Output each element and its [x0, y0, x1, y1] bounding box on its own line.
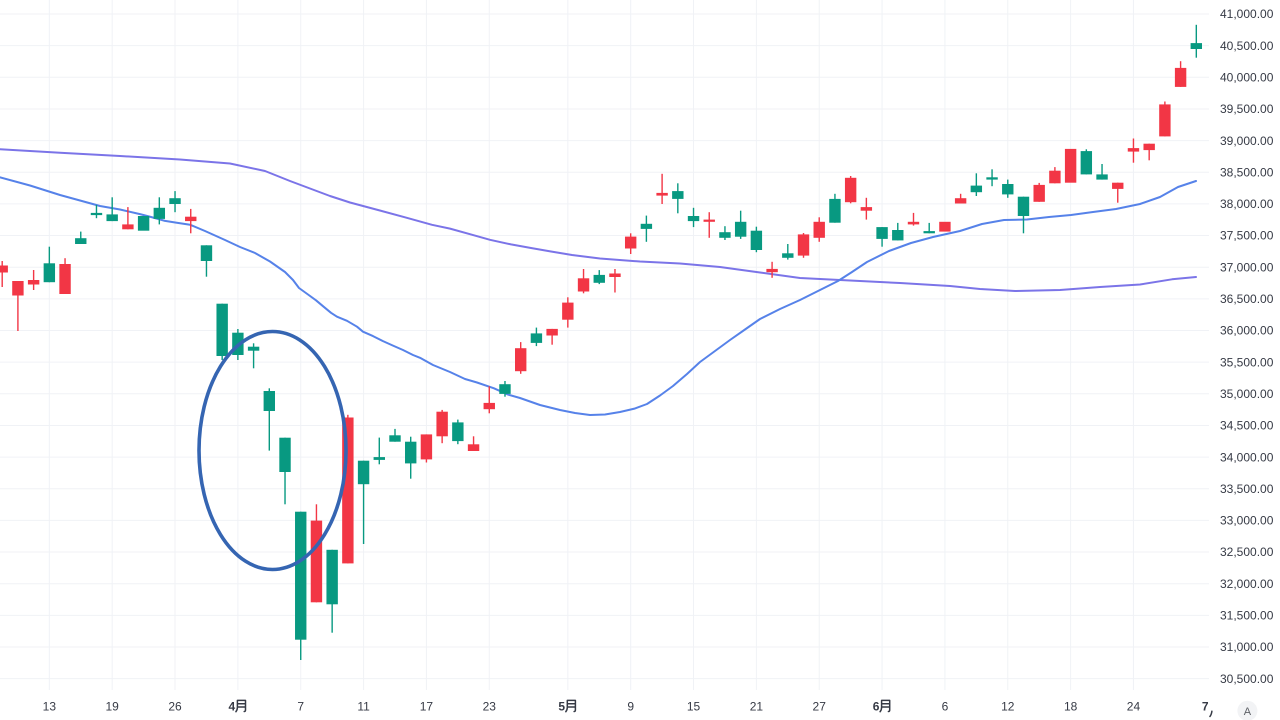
svg-text:35,500.00: 35,500.00 [1220, 355, 1274, 369]
svg-text:38,000.00: 38,000.00 [1220, 197, 1274, 211]
svg-text:35,000.00: 35,000.00 [1220, 387, 1274, 401]
svg-text:15: 15 [687, 700, 701, 714]
svg-text:36,500.00: 36,500.00 [1220, 292, 1274, 306]
svg-text:4: 4 [229, 700, 236, 714]
svg-text:7: 7 [297, 700, 304, 714]
svg-text:34,500.00: 34,500.00 [1220, 419, 1274, 433]
svg-text:6: 6 [942, 700, 949, 714]
svg-text:33,500.00: 33,500.00 [1220, 482, 1274, 496]
svg-text:A: A [1244, 706, 1252, 718]
svg-text:32,000.00: 32,000.00 [1220, 577, 1274, 591]
svg-text:7: 7 [1202, 700, 1209, 714]
svg-text:6: 6 [873, 700, 880, 714]
svg-text:39,500.00: 39,500.00 [1220, 102, 1274, 116]
svg-text:26: 26 [168, 700, 182, 714]
svg-text:40,000.00: 40,000.00 [1220, 71, 1274, 85]
svg-text:32,500.00: 32,500.00 [1220, 545, 1274, 559]
svg-text:31,000.00: 31,000.00 [1220, 640, 1274, 654]
svg-text:21: 21 [750, 700, 764, 714]
svg-text:13: 13 [43, 700, 57, 714]
svg-text:41,000.00: 41,000.00 [1220, 7, 1274, 21]
svg-text:24: 24 [1127, 700, 1141, 714]
svg-text:5: 5 [558, 700, 565, 714]
svg-text:38,500.00: 38,500.00 [1220, 165, 1274, 179]
svg-text:37,000.00: 37,000.00 [1220, 260, 1274, 274]
svg-text:23: 23 [483, 700, 497, 714]
svg-text:30,500.00: 30,500.00 [1220, 672, 1274, 686]
svg-text:27: 27 [813, 700, 827, 714]
svg-text:37,500.00: 37,500.00 [1220, 229, 1274, 243]
svg-text:33,000.00: 33,000.00 [1220, 514, 1274, 528]
svg-text:34,000.00: 34,000.00 [1220, 450, 1274, 464]
svg-text:40,500.00: 40,500.00 [1220, 39, 1274, 53]
svg-text:9: 9 [627, 700, 634, 714]
svg-text:31,500.00: 31,500.00 [1220, 609, 1274, 623]
svg-text:19: 19 [106, 700, 120, 714]
svg-text:36,000.00: 36,000.00 [1220, 324, 1274, 338]
svg-text:18: 18 [1064, 700, 1078, 714]
svg-text:39,000.00: 39,000.00 [1220, 134, 1274, 148]
svg-text:12: 12 [1001, 700, 1015, 714]
svg-text:17: 17 [420, 700, 434, 714]
svg-text:11: 11 [357, 700, 370, 714]
